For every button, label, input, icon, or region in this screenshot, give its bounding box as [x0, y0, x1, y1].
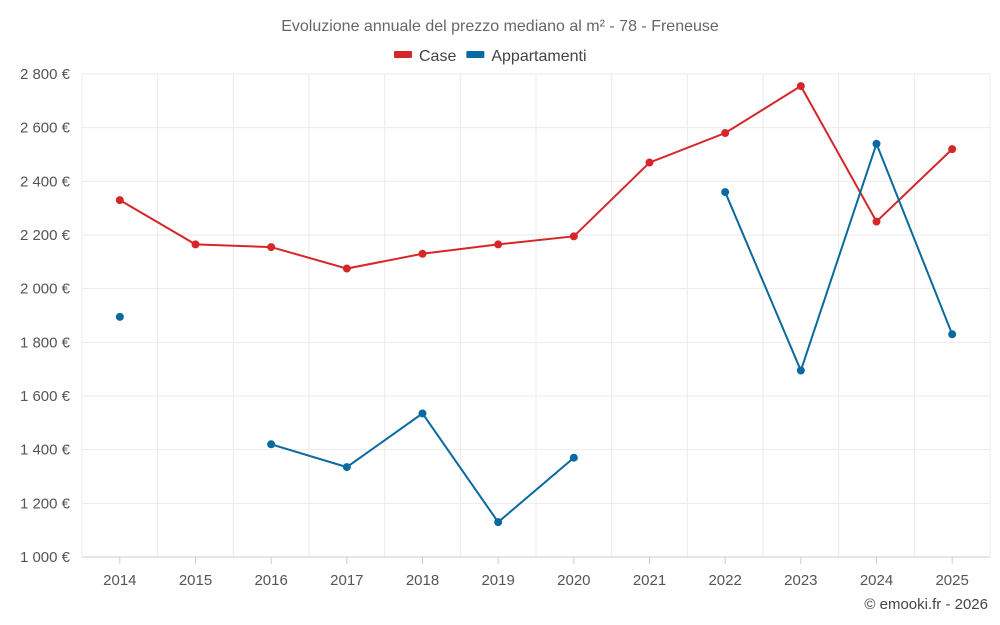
x-tick-label: 2018	[406, 572, 439, 589]
x-tick-label: 2023	[784, 572, 817, 589]
x-tick-label: 2015	[179, 572, 212, 589]
data-point[interactable]	[645, 158, 654, 167]
grid	[81, 73, 991, 564]
data-point[interactable]	[418, 409, 427, 418]
y-tick-label: 2 400 €	[20, 173, 71, 190]
y-tick-label: 1 000 €	[20, 549, 71, 566]
series-line	[119, 84, 953, 270]
y-axis-ticks: 1 000 € 1 200 € 1 400 € 1 600 € 1 800 € 2 000…	[20, 66, 71, 566]
y-tick-label: 1 400 €	[20, 442, 71, 459]
data-point[interactable]	[494, 518, 503, 527]
x-tick-label: 2021	[633, 572, 666, 589]
y-tick-label: 2 000 €	[20, 281, 71, 298]
y-tick-label: 1 800 €	[20, 334, 71, 351]
data-point[interactable]	[267, 243, 276, 252]
series-case	[115, 82, 957, 273]
legend-swatch	[466, 51, 485, 58]
series-line	[724, 140, 954, 374]
data-point[interactable]	[191, 240, 200, 249]
data-point[interactable]	[796, 82, 805, 91]
legend-label[interactable]: Appartamenti	[491, 48, 586, 65]
series	[115, 82, 957, 527]
y-tick-label: 1 200 €	[20, 495, 71, 512]
x-tick-label: 2022	[708, 572, 741, 589]
data-point[interactable]	[569, 453, 578, 462]
y-tick-label: 1 600 €	[20, 388, 71, 405]
x-tick-label: 2024	[860, 572, 893, 589]
data-point[interactable]	[115, 312, 124, 321]
data-point[interactable]	[267, 440, 276, 449]
data-point[interactable]	[494, 240, 503, 249]
data-point[interactable]	[115, 196, 124, 205]
x-tick-label: 2025	[935, 572, 968, 589]
x-tick-label: 2016	[254, 572, 287, 589]
chart-title: Evoluzione annuale del prezzo mediano al…	[281, 18, 719, 35]
y-tick-label: 2 600 €	[20, 120, 71, 137]
x-tick-label: 2014	[103, 572, 136, 589]
data-point[interactable]	[342, 264, 351, 273]
data-point[interactable]	[872, 217, 881, 226]
x-axis-ticks: 2014 2015 2016 2017 2018 2019 2020 2021 2022 2023…	[103, 572, 969, 589]
data-point[interactable]	[569, 232, 578, 241]
series-appartamenti	[115, 139, 957, 527]
x-tick-label: 2017	[330, 572, 363, 589]
data-point[interactable]	[872, 139, 881, 148]
data-point[interactable]	[948, 330, 957, 339]
legend: Case Appartamenti	[394, 48, 587, 65]
data-point[interactable]	[948, 145, 957, 154]
legend-swatch	[394, 51, 412, 58]
y-tick-label: 2 200 €	[20, 227, 71, 244]
series-line	[270, 412, 575, 524]
credit-text: © emooki.fr - 2026	[864, 596, 988, 613]
x-tick-label: 2019	[481, 572, 514, 589]
legend-label[interactable]: Case	[419, 48, 456, 65]
y-tick-label: 2 800 €	[20, 66, 71, 83]
data-point[interactable]	[721, 129, 730, 138]
data-point[interactable]	[342, 463, 351, 472]
data-point[interactable]	[796, 366, 805, 375]
x-tick-label: 2020	[557, 572, 590, 589]
data-point[interactable]	[418, 249, 427, 258]
data-point[interactable]	[721, 188, 730, 197]
